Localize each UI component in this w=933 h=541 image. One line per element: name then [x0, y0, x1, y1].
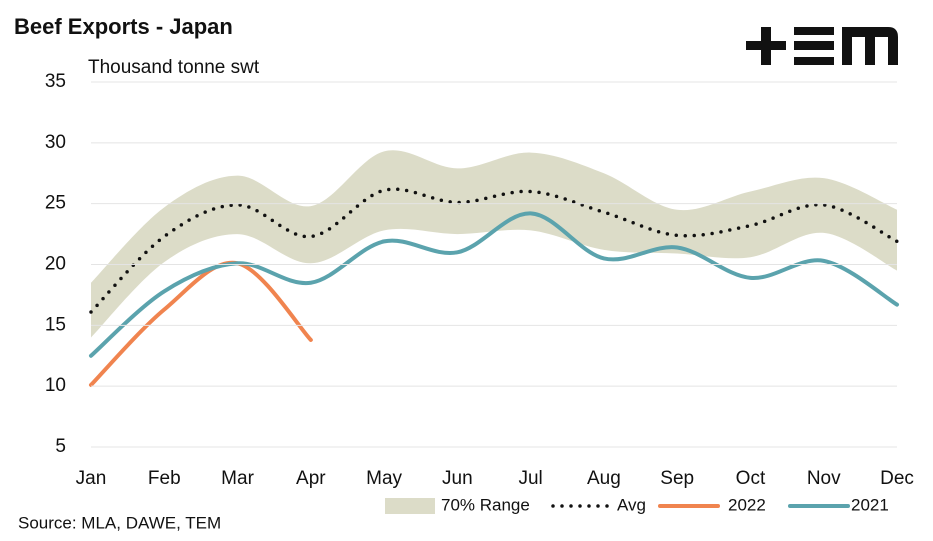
x-tick-label: Sep [660, 468, 694, 489]
source: Source: MLA, DAWE, TEM [18, 513, 221, 532]
x-tick-label: Jun [442, 468, 473, 489]
y-tick-label: 20 [45, 254, 66, 275]
legend-swatch [385, 498, 435, 514]
series-line [89, 211, 899, 358]
chart-subtitle: Thousand tonne swt [88, 57, 260, 78]
x-tick-label: Jan [76, 468, 107, 489]
series-line [89, 260, 313, 387]
x-tick-label: Jul [518, 468, 542, 489]
legend-label: 2022 [728, 495, 766, 514]
x-tick-label: Apr [296, 468, 326, 489]
x-tick-label: May [366, 468, 402, 489]
chart-title: Beef Exports - Japan [14, 14, 233, 39]
y-tick-label: 30 [45, 132, 66, 153]
legend-label: Avg [617, 495, 646, 514]
x-tick-label: Nov [807, 468, 841, 489]
legend-label: 2021 [851, 495, 889, 514]
y-tick-label: 10 [45, 375, 66, 396]
x-tick-label: Dec [880, 468, 914, 489]
x-tick-label: Mar [221, 468, 254, 489]
range-band [91, 150, 897, 338]
legend-label: 70% Range [441, 495, 530, 514]
series-line [89, 187, 899, 314]
x-tick-label: Oct [736, 468, 766, 489]
y-tick-label: 25 [45, 193, 66, 214]
x-tick-label: Feb [148, 468, 181, 489]
x-tick-label: Aug [587, 468, 621, 489]
y-tick-label: 5 [55, 436, 66, 457]
y-tick-label: 15 [45, 314, 66, 335]
y-tick-label: 35 [45, 71, 66, 92]
logo [746, 27, 898, 65]
